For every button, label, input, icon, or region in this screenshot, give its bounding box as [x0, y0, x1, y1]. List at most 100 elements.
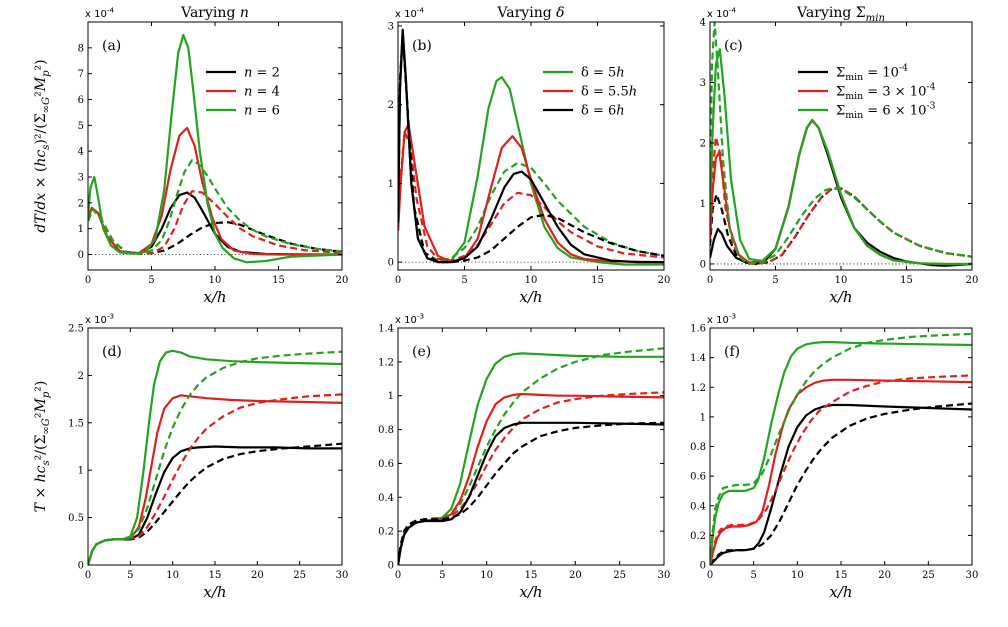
panel-title: Varying Σmin — [796, 5, 885, 24]
y-tick-label: 1 — [700, 412, 706, 423]
series-line-dashed-5 — [88, 350, 342, 565]
x-tick-label: 25 — [293, 570, 306, 581]
panel-d: 0 5 10 15 20 25 30 0 0.5 1 1.5 2 2.5x 10-3 (d) x/h T × … — [33, 312, 348, 602]
panel-title: Varying δ — [496, 5, 564, 21]
legend-entry-label: δ = 5.5h — [581, 85, 637, 100]
y-tick-label: 1 — [388, 179, 394, 190]
y-tick-label: 0 — [78, 561, 84, 572]
y-tick-label: 3 — [388, 21, 394, 32]
y-tick-label: 0.8 — [378, 425, 394, 436]
series-group — [710, 22, 972, 267]
y-tick-label: 0.6 — [378, 459, 394, 470]
x-tick-label: 10 — [480, 570, 493, 581]
panel-label: (c) — [724, 38, 743, 54]
legend: n = 2 n = 4 n = 6 — [206, 66, 280, 119]
panel-title: Varying n — [180, 5, 249, 21]
legend-entry-label: n = 4 — [244, 85, 280, 100]
legend-entry-label: δ = 5h — [581, 66, 625, 81]
y-tick-label: 0.4 — [690, 501, 706, 512]
y-tick-label: 1.4 — [690, 353, 706, 364]
y-tick-label: 1 — [700, 199, 706, 210]
y-tick-label: 0 — [388, 258, 394, 269]
series-line-dashed-5 — [710, 22, 972, 266]
y-axis-label: dT/dx × (hcs)²/(Σ∞G²Mp²) — [33, 59, 52, 232]
y-tick-label: 1.2 — [690, 383, 706, 394]
x-tick-label: 15 — [272, 275, 285, 286]
x-tick-label: 15 — [209, 570, 222, 581]
legend-entry-label: n = 6 — [244, 104, 280, 119]
panel-a: 0 5 10 15 20 0 1 2 3 4 5 6 7 8 x 10-4 Varying n (a) x/h dT… — [33, 5, 348, 306]
x-tick-label: 20 — [251, 570, 264, 581]
y-tick-label: 0.2 — [690, 531, 706, 542]
y-tick-label: 3 — [700, 78, 706, 89]
series-group — [710, 332, 972, 565]
x-tick-label: 30 — [966, 570, 979, 581]
y-tick-label: 1.2 — [378, 357, 394, 368]
x-tick-label: 20 — [569, 570, 582, 581]
panel-label: (a) — [102, 38, 121, 54]
y-tick-label: 2.5 — [68, 324, 84, 335]
panel-label: (e) — [412, 344, 431, 360]
x-tick-label: 5 — [148, 275, 154, 286]
legend-entry-label: δ = 6h — [581, 104, 625, 119]
x-tick-label: 25 — [613, 570, 626, 581]
y-axis-label: T × hcs²/(Σ∞G²Mp²) — [33, 381, 52, 513]
panel-label: (b) — [412, 38, 432, 54]
y-tick-label: 0 — [700, 259, 706, 270]
x-tick-label: 15 — [525, 570, 538, 581]
y-tick-label: 0.5 — [68, 513, 84, 524]
series-line-solid-4 — [398, 28, 664, 264]
y-tick-label: 4 — [78, 147, 84, 158]
series-line-solid-2 — [398, 123, 664, 264]
series-line-solid-4 — [710, 341, 972, 565]
x-tick-label: 0 — [395, 275, 401, 286]
y-tick-label: 0.2 — [378, 527, 394, 538]
series-line-dashed-5 — [88, 159, 342, 255]
x-tick-label: 10 — [835, 275, 848, 286]
x-axis-label: x/h — [203, 583, 226, 601]
x-tick-label: 10 — [209, 275, 222, 286]
axis-exponent-label: x 10-4 — [395, 6, 424, 21]
y-tick-label: 2 — [78, 371, 84, 382]
x-tick-label: 20 — [878, 570, 891, 581]
x-tick-label: 5 — [461, 275, 467, 286]
x-axis-label: x/h — [519, 583, 542, 601]
x-tick-label: 5 — [750, 570, 756, 581]
legend-entry-label: Σmin = 3 × 10-4 — [836, 82, 936, 102]
y-tick-label: 0.6 — [690, 472, 706, 483]
legend-entry-label: Σmin = 10-4 — [836, 63, 908, 83]
y-tick-label: 7 — [78, 69, 84, 80]
panel-label: (d) — [102, 344, 122, 360]
series-line-solid-4 — [88, 33, 342, 264]
y-tick-label: 0 — [700, 561, 706, 572]
x-tick-label: 10 — [525, 275, 538, 286]
axis-exponent-label: x 10-3 — [707, 312, 736, 327]
x-axis-label: x/h — [203, 288, 226, 306]
x-tick-label: 15 — [835, 570, 848, 581]
x-tick-label: 0 — [707, 570, 713, 581]
x-tick-label: 0 — [85, 275, 91, 286]
x-tick-label: 10 — [791, 570, 804, 581]
y-tick-label: 1 — [78, 224, 84, 235]
y-tick-label: 1.5 — [68, 418, 84, 429]
axis-exponent-label: x 10-4 — [707, 6, 736, 21]
series-line-dashed-3 — [710, 374, 972, 565]
x-axis-label: x/h — [829, 288, 852, 306]
x-tick-label: 15 — [900, 275, 913, 286]
panel-e: 0 5 10 15 20 25 30 0 0.2 0.4 0.6 0.8 1 1.2 1.4x 10-3 (e… — [378, 312, 670, 602]
x-tick-label: 20 — [966, 275, 979, 286]
y-tick-label: 1 — [78, 466, 84, 477]
x-tick-label: 20 — [658, 275, 671, 286]
y-tick-label: 0.4 — [378, 493, 394, 504]
y-tick-label: 8 — [78, 43, 84, 54]
series-line-solid-4 — [398, 421, 664, 565]
x-tick-label: 5 — [439, 570, 445, 581]
y-tick-label: 0 — [388, 561, 394, 572]
y-tick-label: 3 — [78, 173, 84, 184]
x-tick-label: 25 — [922, 570, 935, 581]
x-tick-label: 20 — [336, 275, 349, 286]
series-group — [398, 347, 664, 565]
panel-f: 0 5 10 15 20 25 30 0 0.2 0.4 0.6 0.8 1 1.2 1.4 1.6x 10-… — [690, 312, 978, 602]
